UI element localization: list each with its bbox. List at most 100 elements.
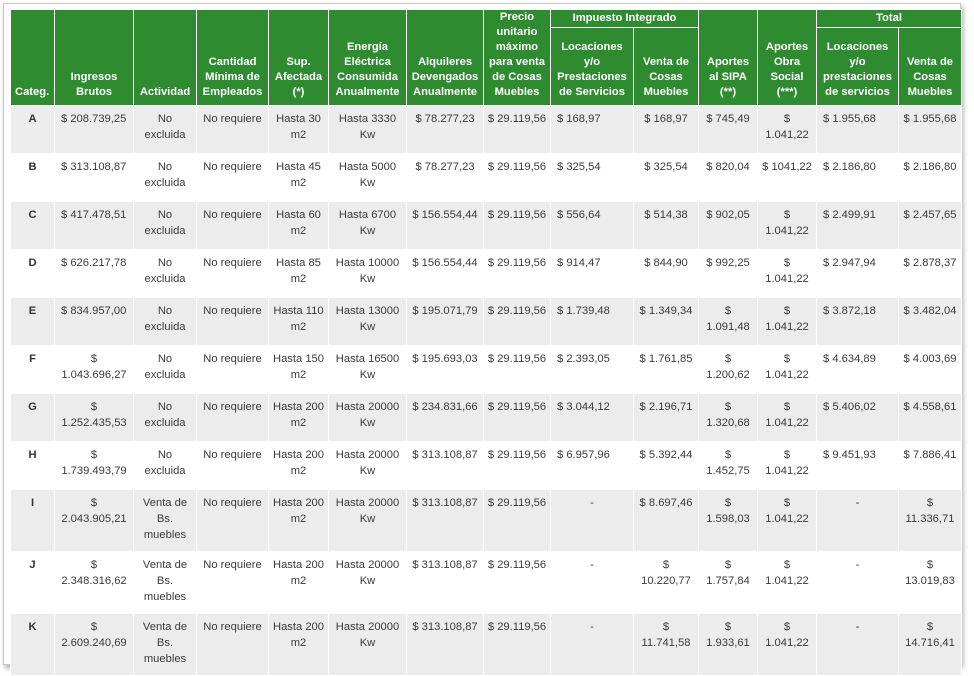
cell-superficie: Hasta 45 m2 — [268, 153, 329, 202]
cell-alquileres: $ 156.554,44 — [406, 249, 484, 298]
cell-sipa: $ 820,04 — [698, 153, 758, 202]
cell-total-locaciones: - — [816, 551, 899, 614]
cell-categ: E — [10, 297, 55, 346]
cell-energia: Hasta 20000 Kw — [328, 489, 407, 552]
cell-total-venta: $ 11.336,71 — [898, 489, 962, 552]
cell-ingresos: $ 2.348.316,62 — [54, 551, 134, 614]
cell-energia: Hasta 10000 Kw — [328, 249, 407, 298]
cell-sipa: $ 1.598,03 — [698, 489, 758, 552]
cell-imp-venta: $ 1.761,85 — [633, 345, 699, 394]
cell-ingresos: $ 417.478,51 — [54, 201, 134, 250]
cell-superficie: Hasta 85 m2 — [268, 249, 329, 298]
header-total: Total — [816, 8, 962, 29]
cell-categ: H — [10, 441, 55, 490]
cell-imp-venta: $ 844,90 — [633, 249, 699, 298]
table-body: A $ 208.739,25 No excluida No requiere H… — [10, 105, 962, 676]
cell-categ: G — [10, 393, 55, 442]
cell-alquileres: $ 313.108,87 — [406, 551, 484, 614]
table-row: E $ 834.957,00 No excluida No requiere H… — [10, 297, 962, 346]
cell-ingresos: $ 1.252.435,53 — [54, 393, 134, 442]
cell-empleados: No requiere — [196, 489, 269, 552]
cell-ingresos: $ 834.957,00 — [54, 297, 134, 346]
cell-imp-locaciones: - — [550, 613, 634, 676]
cell-sipa: $ 1.091,48 — [698, 297, 758, 346]
cell-actividad: No excluida — [133, 249, 197, 298]
header-total-locaciones: Locaciones y/o prestaciones de servicios — [816, 27, 899, 106]
cell-superficie: Hasta 110 m2 — [268, 297, 329, 346]
cell-precio: $ 29.119,56 — [483, 105, 551, 154]
cell-precio: $ 29.119,56 — [483, 345, 551, 394]
cell-categ: F — [10, 345, 55, 394]
cell-superficie: Hasta 30 m2 — [268, 105, 329, 154]
cell-categ: D — [10, 249, 55, 298]
cell-precio: $ 29.119,56 — [483, 489, 551, 552]
header-energia: Energía Eléctrica Consumida Anualmente — [328, 9, 407, 106]
cell-obra-social: $ 1.041,22 — [757, 551, 817, 614]
cell-ingresos: $ 1.739.493,79 — [54, 441, 134, 490]
cell-actividad: No excluida — [133, 297, 197, 346]
cell-actividad: No excluida — [133, 201, 197, 250]
cell-total-venta: $ 14.716,41 — [898, 613, 962, 676]
cell-imp-locaciones: $ 325,54 — [550, 153, 634, 202]
header-ingresos: Ingresos Brutos — [54, 9, 134, 106]
cell-empleados: No requiere — [196, 393, 269, 442]
cell-superficie: Hasta 200 m2 — [268, 551, 329, 614]
cell-total-venta: $ 4.003,69 — [898, 345, 962, 394]
cell-superficie: Hasta 200 m2 — [268, 393, 329, 442]
cell-imp-venta: $ 2.196,71 — [633, 393, 699, 442]
table-row: C $ 417.478,51 No excluida No requiere H… — [10, 201, 962, 250]
cell-categ: A — [10, 105, 55, 154]
cell-obra-social: $ 1.041,22 — [757, 393, 817, 442]
table-row: D $ 626.217,78 No excluida No requiere H… — [10, 249, 962, 298]
cell-alquileres: $ 78.277,23 — [406, 153, 484, 202]
cell-empleados: No requiere — [196, 441, 269, 490]
cell-energia: Hasta 20000 Kw — [328, 613, 407, 676]
cell-imp-venta: $ 1.349,34 — [633, 297, 699, 346]
cell-categ: J — [10, 551, 55, 614]
cell-imp-locaciones: $ 3.044,12 — [550, 393, 634, 442]
cell-actividad: Venta de Bs. muebles — [133, 489, 197, 552]
cell-empleados: No requiere — [196, 345, 269, 394]
table-row: B $ 313.108,87 No excluida No requiere H… — [10, 153, 962, 202]
header-alquileres: Alquileres Devengados Anualmente — [406, 9, 484, 106]
cell-total-venta: $ 3.482,04 — [898, 297, 962, 346]
cell-energia: Hasta 3330 Kw — [328, 105, 407, 154]
cell-actividad: No excluida — [133, 153, 197, 202]
cell-actividad: No excluida — [133, 345, 197, 394]
cell-ingresos: $ 2.043.905,21 — [54, 489, 134, 552]
cell-alquileres: $ 313.108,87 — [406, 489, 484, 552]
cell-total-venta: $ 2.878,37 — [898, 249, 962, 298]
cell-categ: B — [10, 153, 55, 202]
cell-precio: $ 29.119,56 — [483, 613, 551, 676]
cell-categ: K — [10, 613, 55, 676]
cell-actividad: Venta de Bs. muebles — [133, 613, 197, 676]
cell-actividad: Venta de Bs. muebles — [133, 551, 197, 614]
cell-imp-venta: $ 325,54 — [633, 153, 699, 202]
cell-total-venta: $ 2.186,80 — [898, 153, 962, 202]
cell-ingresos: $ 208.739,25 — [54, 105, 134, 154]
table-row: J $ 2.348.316,62 Venta de Bs. muebles No… — [10, 551, 962, 614]
cell-total-venta: $ 13.019,83 — [898, 551, 962, 614]
cell-sipa: $ 902,05 — [698, 201, 758, 250]
table-row: A $ 208.739,25 No excluida No requiere H… — [10, 105, 962, 154]
header-actividad: Actividad — [133, 9, 197, 106]
header-total-venta: Venta de Cosas Muebles — [898, 27, 962, 106]
cell-alquileres: $ 313.108,87 — [406, 613, 484, 676]
cell-categ: C — [10, 201, 55, 250]
cell-imp-locaciones: - — [550, 489, 634, 552]
cell-superficie: Hasta 150 m2 — [268, 345, 329, 394]
cell-obra-social: $ 1.041,22 — [757, 249, 817, 298]
cell-categ: I — [10, 489, 55, 552]
header-imp-locaciones: Locaciones y/o Prestaciones de Servicios — [550, 27, 634, 106]
cell-ingresos: $ 2.609.240,69 — [54, 613, 134, 676]
cell-imp-locaciones: $ 1.739,48 — [550, 297, 634, 346]
cell-actividad: No excluida — [133, 105, 197, 154]
cell-alquileres: $ 234.831,66 — [406, 393, 484, 442]
cell-actividad: No excluida — [133, 441, 197, 490]
cell-sipa: $ 1.933,61 — [698, 613, 758, 676]
cell-imp-venta: $ 514,38 — [633, 201, 699, 250]
table-row: H $ 1.739.493,79 No excluida No requiere… — [10, 441, 962, 490]
cell-total-locaciones: $ 9.451,93 — [816, 441, 899, 490]
table-row: K $ 2.609.240,69 Venta de Bs. muebles No… — [10, 613, 962, 676]
header-superficie: Sup. Afectada (*) — [268, 9, 329, 106]
